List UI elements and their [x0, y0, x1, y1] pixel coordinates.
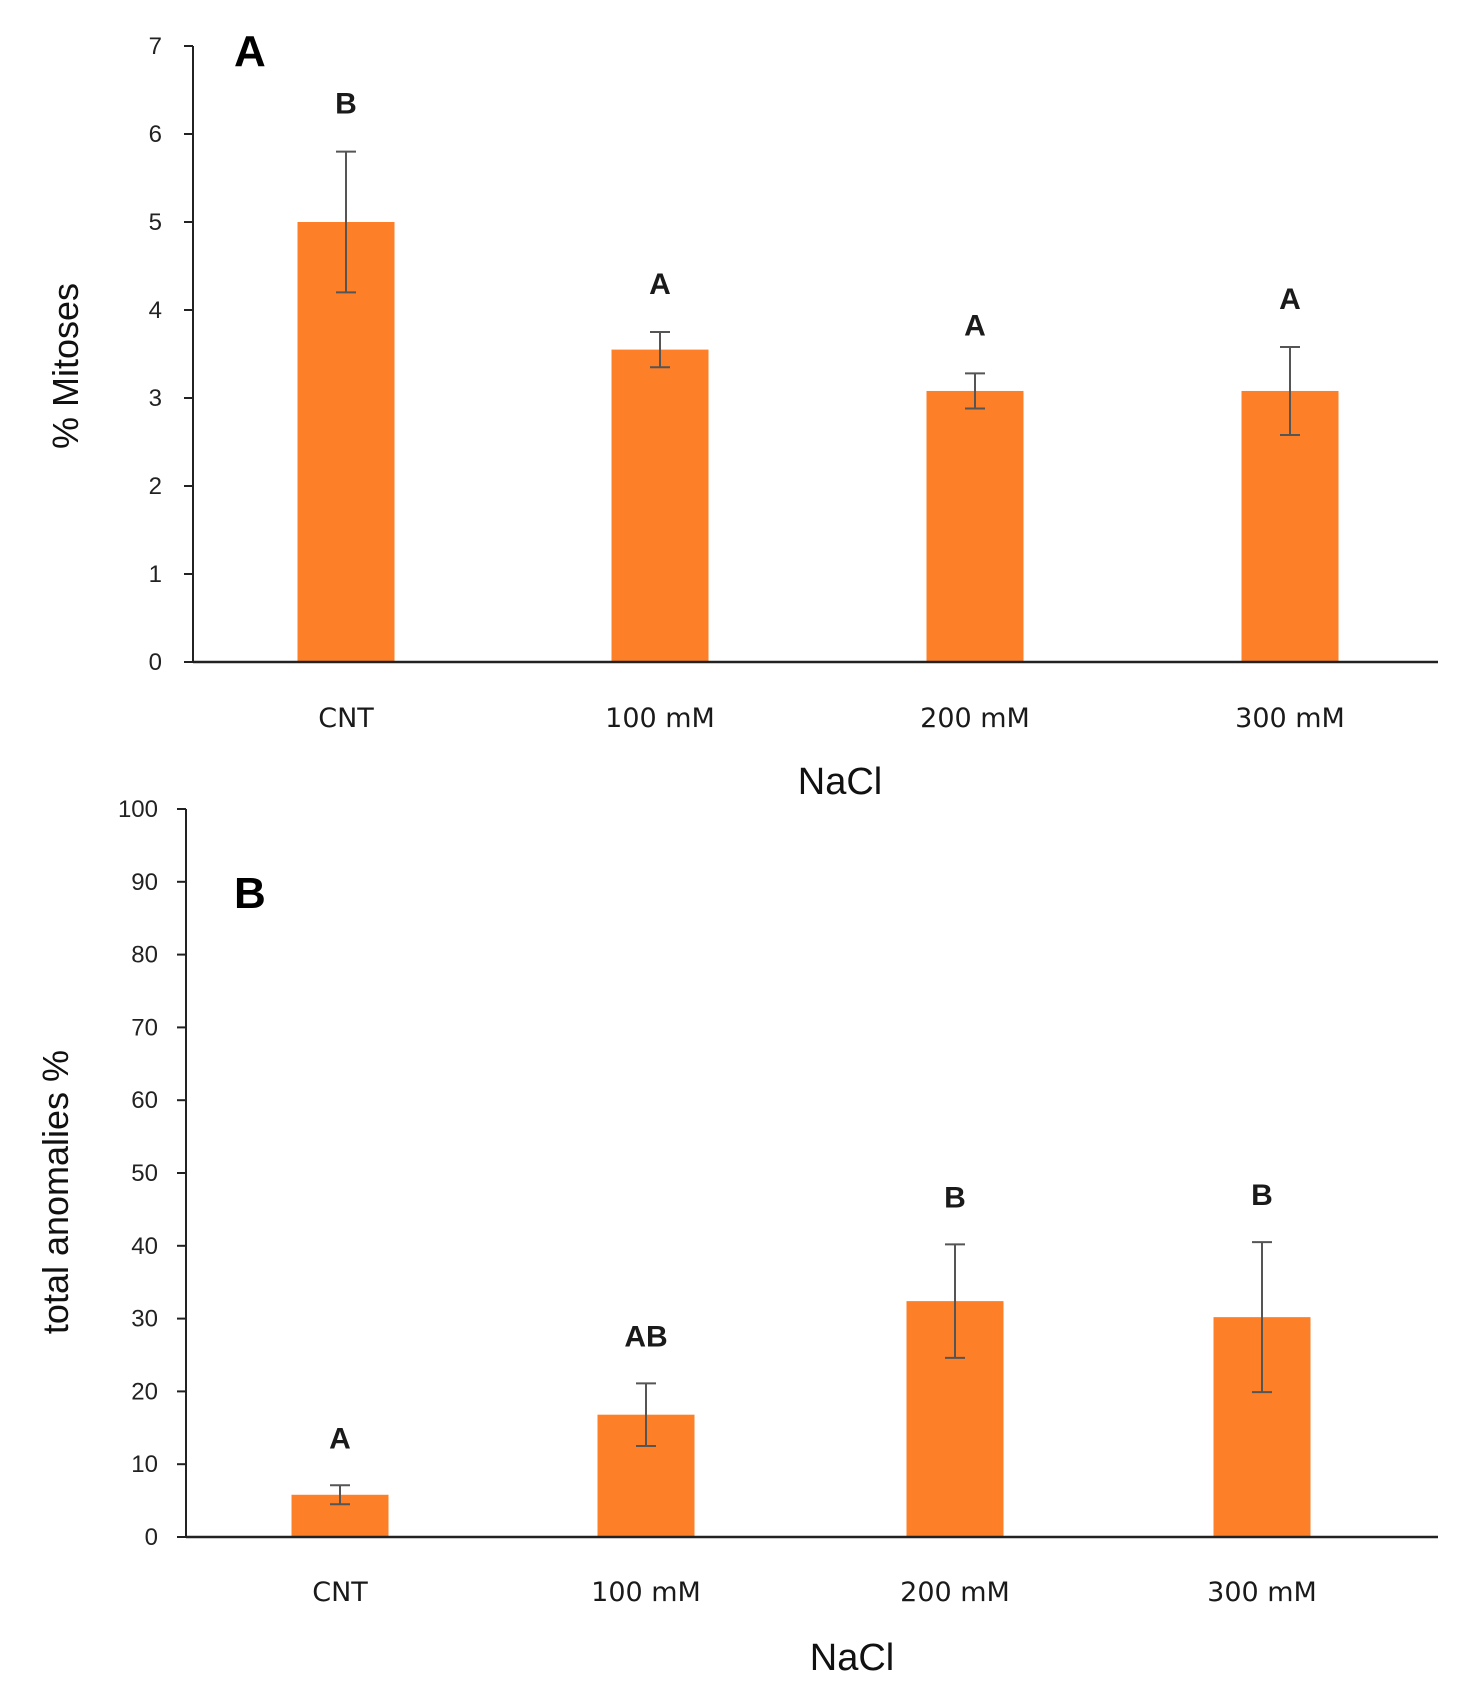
chart-1-significance-label: AB [624, 1320, 667, 1353]
chart-1-x-axis-title: NaCl [810, 1637, 894, 1679]
chart-1-y-tick-label: 50 [131, 1160, 158, 1187]
chart-1-y-tick-label: 60 [131, 1087, 158, 1114]
chart-1-category-label: 200 mM [900, 1577, 1010, 1608]
chart-1-significance-label: B [944, 1181, 966, 1214]
chart-1-y-tick-label: 10 [131, 1451, 158, 1478]
chart-0-significance-label: A [649, 268, 671, 301]
chart-0-category-label: 300 mM [1235, 703, 1345, 734]
chart-1-y-tick-label: 40 [131, 1233, 158, 1260]
chart-1-category-label: 300 mM [1207, 1577, 1317, 1608]
chart-1-category-label: 100 mM [591, 1577, 701, 1608]
chart-0-bar [926, 390, 1024, 662]
chart-0-significance-label: A [1279, 283, 1301, 316]
chart-0-category-label: 100 mM [605, 703, 715, 734]
chart-0-panel-letter: A [234, 27, 266, 76]
chart-0-significance-label: A [964, 309, 986, 342]
chart-0-y-tick-label: 6 [149, 121, 162, 148]
chart-1-significance-label: B [1251, 1179, 1273, 1212]
chart-1-significance-label: A [329, 1422, 351, 1455]
chart-0-y-tick-label: 7 [149, 33, 162, 60]
chart-0-y-tick-label: 3 [149, 385, 162, 412]
chart-0-significance-label: B [335, 88, 357, 121]
chart-0-x-axis-title: NaCl [798, 761, 882, 803]
chart-1-y-tick-label: 100 [118, 796, 158, 823]
chart-1-y-tick-label: 0 [145, 1524, 158, 1551]
chart-1-y-tick-label: 20 [131, 1378, 158, 1405]
chart-0-category-label: CNT [318, 703, 374, 734]
chart-0-y-tick-label: 0 [149, 649, 162, 676]
chart-0-bar [611, 349, 709, 662]
chart-1-y-tick-label: 80 [131, 942, 158, 969]
chart-0-category-label: 200 mM [920, 703, 1030, 734]
chart-1-category-label: CNT [312, 1577, 368, 1608]
chart-1-y-tick-label: 90 [131, 869, 158, 896]
chart-0-bar [1241, 390, 1339, 662]
chart-0-y-tick-label: 4 [149, 297, 162, 324]
chart-1-y-tick-label: 70 [131, 1014, 158, 1041]
chart-0-y-tick-label: 1 [149, 561, 162, 588]
chart-1-y-axis-title: total anomalies % [35, 1050, 76, 1334]
chart-0-y-tick-label: 5 [149, 209, 162, 236]
chart-1-panel-letter: B [234, 869, 266, 918]
chart-1-y-tick-label: 30 [131, 1306, 158, 1333]
chart-0-y-tick-label: 2 [149, 473, 162, 500]
chart-0-bar [297, 222, 395, 662]
chart-0-y-axis-title: % Mitoses [45, 283, 86, 449]
